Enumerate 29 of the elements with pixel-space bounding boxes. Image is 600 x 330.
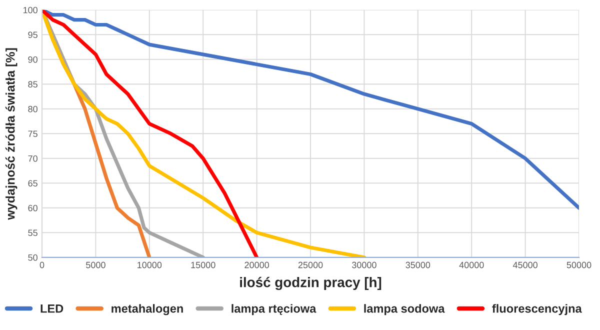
x-tick-label: 25000	[298, 262, 323, 268]
x-tick-label: 5000	[86, 262, 106, 268]
x-tick-label: 40000	[459, 262, 484, 268]
legend-label: lampa rtęciowa	[232, 304, 316, 316]
legend-label: metahalogen	[112, 304, 183, 316]
x-tick-label: 35000	[406, 262, 430, 268]
y-tick-label: 70	[28, 155, 38, 162]
legend-label: fluorescencyjna	[492, 304, 582, 316]
x-tick-label: 50000	[566, 262, 592, 268]
y-tick-label: 55	[28, 230, 38, 236]
y-tick-label: 65	[28, 180, 38, 187]
y-axis-title: wydajność źródła światła [%]	[5, 48, 18, 220]
y-tick-label: 85	[28, 81, 38, 88]
legend-label: LED	[40, 304, 64, 313]
x-tick-label: 15000	[191, 262, 216, 268]
x-tick-label: 20000	[244, 262, 269, 268]
x-tick-label: 45000	[512, 262, 538, 268]
y-tick-label: 60	[28, 204, 38, 212]
x-tick-label: 30000	[352, 262, 376, 268]
y-tick-label: 50	[28, 254, 38, 261]
y-tick-label: 75	[28, 130, 38, 138]
y-tick-label: 90	[28, 56, 38, 63]
x-tick-label: 0	[40, 262, 44, 268]
x-axis-title: ilość godzin pracy [h]	[240, 276, 382, 290]
legend-label: lampa sodowa	[364, 304, 445, 316]
y-tick-label: 100	[23, 6, 38, 14]
y-tick-label: 80	[28, 106, 38, 112]
y-tick-label: 95	[28, 32, 38, 38]
x-tick-label: 10000	[138, 262, 162, 268]
